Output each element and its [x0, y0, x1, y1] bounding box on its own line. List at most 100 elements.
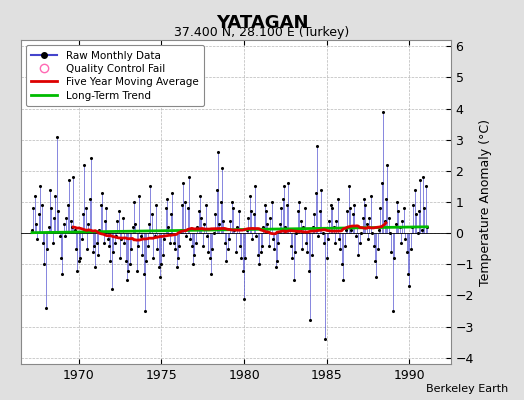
- Point: [317, 186, 325, 193]
- Point: [358, 214, 367, 221]
- Point: [383, 162, 391, 168]
- Point: [319, 230, 327, 236]
- Point: [308, 252, 316, 258]
- Point: [350, 202, 358, 208]
- Point: [218, 164, 226, 171]
- Point: [254, 252, 262, 258]
- Point: [37, 202, 46, 208]
- Point: [122, 258, 130, 264]
- Point: [84, 221, 93, 227]
- Point: [230, 227, 238, 233]
- Point: [278, 196, 287, 202]
- Point: [51, 192, 60, 199]
- Point: [357, 230, 365, 236]
- Point: [328, 205, 336, 212]
- Point: [306, 317, 314, 324]
- Point: [376, 205, 385, 212]
- Point: [189, 261, 198, 268]
- Point: [166, 239, 174, 246]
- Point: [345, 183, 353, 190]
- Point: [65, 177, 73, 183]
- Point: [288, 255, 297, 261]
- Point: [116, 255, 124, 261]
- Point: [375, 227, 383, 233]
- Point: [333, 196, 342, 202]
- Point: [364, 236, 372, 242]
- Point: [335, 236, 343, 242]
- Point: [74, 258, 83, 264]
- Point: [104, 236, 112, 242]
- Point: [89, 249, 97, 255]
- Point: [339, 277, 347, 283]
- Point: [238, 267, 247, 274]
- Point: [90, 242, 98, 249]
- Point: [112, 233, 120, 240]
- Point: [225, 236, 233, 242]
- Point: [222, 258, 231, 264]
- Point: [78, 236, 86, 242]
- Point: [354, 252, 363, 258]
- Point: [76, 255, 84, 261]
- Point: [203, 233, 211, 240]
- Point: [34, 236, 42, 242]
- Point: [255, 261, 264, 268]
- Point: [152, 202, 160, 208]
- Point: [117, 236, 126, 242]
- Point: [207, 270, 215, 277]
- Point: [321, 336, 330, 342]
- Point: [347, 227, 356, 233]
- Point: [63, 202, 72, 208]
- Point: [398, 218, 407, 224]
- Point: [325, 218, 334, 224]
- Point: [266, 214, 275, 221]
- Point: [420, 205, 429, 212]
- Point: [40, 261, 49, 268]
- Point: [182, 233, 190, 240]
- Point: [135, 192, 144, 199]
- Point: [387, 249, 396, 255]
- Point: [274, 239, 282, 246]
- Point: [194, 208, 203, 214]
- Point: [263, 221, 271, 227]
- Point: [186, 236, 194, 242]
- Point: [346, 205, 354, 212]
- Point: [39, 239, 47, 246]
- Point: [159, 252, 167, 258]
- Point: [368, 230, 376, 236]
- Point: [258, 242, 266, 249]
- Point: [332, 218, 341, 224]
- Point: [409, 202, 418, 208]
- Point: [153, 246, 161, 252]
- Point: [204, 249, 212, 255]
- Point: [285, 227, 293, 233]
- Point: [234, 208, 243, 214]
- Point: [87, 155, 95, 162]
- Point: [412, 211, 420, 218]
- Point: [331, 239, 339, 246]
- Point: [299, 224, 308, 230]
- Legend: Raw Monthly Data, Quality Control Fail, Five Year Moving Average, Long-Term Tren: Raw Monthly Data, Quality Control Fail, …: [26, 45, 204, 106]
- Point: [62, 214, 71, 221]
- Point: [324, 236, 332, 242]
- Point: [150, 233, 159, 240]
- Point: [131, 221, 139, 227]
- Point: [245, 192, 254, 199]
- Point: [174, 255, 182, 261]
- Point: [214, 149, 222, 155]
- Point: [391, 221, 400, 227]
- Point: [252, 233, 260, 240]
- Point: [352, 233, 360, 240]
- Point: [363, 221, 371, 227]
- Point: [379, 108, 387, 115]
- Point: [423, 224, 431, 230]
- Point: [233, 224, 242, 230]
- Point: [79, 211, 87, 218]
- Point: [313, 143, 321, 149]
- Point: [148, 211, 156, 218]
- Point: [128, 224, 137, 230]
- Point: [98, 190, 106, 196]
- Point: [394, 208, 402, 214]
- Point: [190, 252, 199, 258]
- Point: [58, 270, 67, 277]
- Point: [85, 196, 94, 202]
